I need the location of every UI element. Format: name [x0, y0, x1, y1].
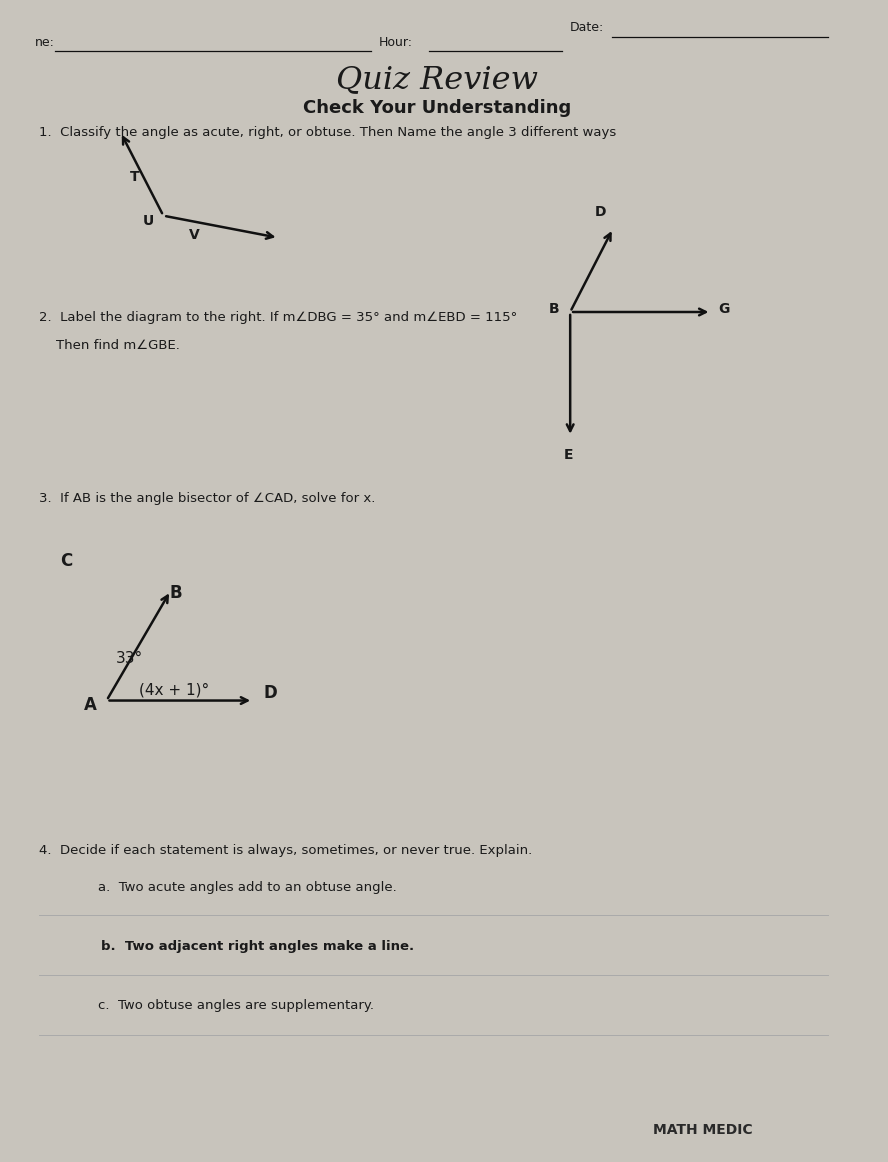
Text: E: E: [564, 447, 574, 462]
Text: B: B: [170, 584, 182, 602]
Text: b.  Two adjacent right angles make a line.: b. Two adjacent right angles make a line…: [64, 940, 414, 953]
Text: c.  Two obtuse angles are supplementary.: c. Two obtuse angles are supplementary.: [64, 999, 374, 1012]
Text: Quiz Review: Quiz Review: [337, 64, 538, 95]
Text: G: G: [718, 302, 729, 316]
Text: 2.  Label the diagram to the right. If m∠DBG = 35° and m∠EBD = 115°: 2. Label the diagram to the right. If m∠…: [39, 311, 517, 324]
Text: Then find m∠GBE.: Then find m∠GBE.: [39, 339, 179, 352]
Text: Check Your Understanding: Check Your Understanding: [303, 99, 572, 117]
Text: 3.  If AB is the angle bisector of ∠CAD, solve for x.: 3. If AB is the angle bisector of ∠CAD, …: [39, 493, 376, 505]
Text: U: U: [143, 214, 154, 229]
Text: 1.  Classify the angle as acute, right, or obtuse. Then Name the angle 3 differe: 1. Classify the angle as acute, right, o…: [39, 127, 616, 139]
Text: C: C: [59, 552, 72, 571]
Text: MATH MEDIC: MATH MEDIC: [654, 1122, 753, 1136]
Text: D: D: [595, 206, 607, 220]
Text: Date:: Date:: [570, 21, 605, 35]
Text: Hour:: Hour:: [379, 36, 413, 49]
Text: ne:: ne:: [35, 36, 54, 49]
Text: 4.  Decide if each statement is always, sometimes, or never true. Explain.: 4. Decide if each statement is always, s…: [39, 844, 532, 856]
Text: T: T: [130, 171, 139, 185]
Text: (4x + 1)°: (4x + 1)°: [139, 682, 209, 697]
Text: 33°: 33°: [115, 652, 143, 666]
Text: D: D: [264, 684, 277, 702]
Text: B: B: [548, 302, 559, 316]
Text: a.  Two acute angles add to an obtuse angle.: a. Two acute angles add to an obtuse ang…: [64, 881, 396, 894]
Text: V: V: [189, 228, 200, 242]
Text: A: A: [84, 696, 97, 715]
